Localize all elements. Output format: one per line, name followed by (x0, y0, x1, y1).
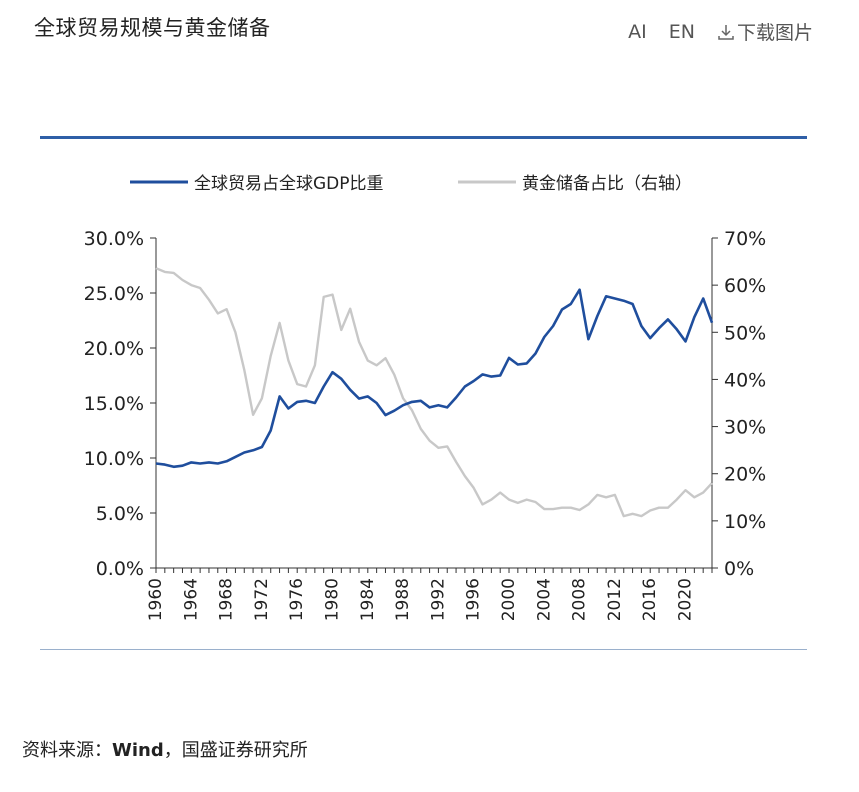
y-right-tick-label: 0% (724, 558, 754, 580)
x-tick-label: 1972 (252, 578, 272, 621)
y-right-tick-label: 70% (724, 228, 766, 250)
chart-top-rule (40, 136, 807, 139)
x-tick-label: 1976 (287, 578, 307, 621)
x-tick-label: 1964 (181, 578, 201, 621)
axes: 0.0% 5.0% 10.0% 15.0% 20.0% 25.0% 30.0% 0% 10% 20… (84, 228, 767, 621)
download-image-button[interactable]: 下载图片 (717, 18, 813, 45)
x-tick-label: 2016 (640, 578, 660, 621)
page-title: 全球贸易规模与黄金储备 (34, 16, 271, 40)
series-group (155, 267, 714, 518)
ai-button[interactable]: AI (628, 20, 647, 43)
y-right-tick-label: 40% (724, 369, 766, 391)
y-left-tick-label: 25.0% (84, 283, 144, 305)
chart-bottom-rule (40, 649, 807, 650)
y-right-tick-label: 30% (724, 417, 766, 439)
x-tick-label: 2004 (534, 578, 554, 621)
x-tick-label: 1960 (146, 578, 166, 621)
download-label: 下载图片 (736, 22, 813, 44)
source-name: Wind (112, 740, 164, 761)
y-right-tick-label: 60% (724, 275, 766, 297)
x-tick-label: 2012 (605, 578, 625, 621)
y-left-tick-label: 20.0% (84, 338, 144, 360)
source-suffix: ，国盛证券研究所 (163, 740, 308, 761)
y-left-tick-label: 10.0% (84, 448, 144, 470)
y-right-tick-label: 10% (724, 511, 766, 533)
source-note: 资料来源：Wind，国盛证券研究所 (22, 736, 308, 762)
toolbar: AI EN 下载图片 (628, 18, 813, 45)
x-tick-label: 2020 (676, 578, 696, 621)
x-tick-label: 1988 (393, 578, 413, 621)
en-button[interactable]: EN (668, 20, 695, 43)
x-tick-label: 1996 (464, 578, 484, 621)
y-left-tick-label: 0.0% (96, 558, 144, 580)
source-prefix: 资料来源： (22, 740, 112, 761)
legend-label-gold: 黄金储备占比（右轴） (522, 174, 692, 194)
y-left-tick-label: 15.0% (84, 393, 144, 415)
chart: 全球贸易占全球GDP比重 黄金储备占比（右轴） 0.0% 5.0% 10.0% 15.… (84, 174, 767, 621)
x-tick-label: 1980 (323, 578, 343, 621)
download-icon (718, 24, 734, 40)
series-line-trade (155, 288, 714, 469)
x-tick-label: 2008 (570, 578, 590, 621)
series-line-gold (155, 267, 713, 518)
y-right-tick-label: 20% (724, 464, 766, 486)
y-right-tick-label: 50% (724, 322, 766, 344)
x-tick-label: 1968 (217, 578, 237, 621)
x-tick-label: 1992 (428, 578, 448, 621)
legend-label-trade: 全球贸易占全球GDP比重 (194, 174, 384, 194)
x-tick-label: 2000 (499, 578, 519, 621)
y-left-tick-label: 5.0% (96, 503, 144, 525)
legend: 全球贸易占全球GDP比重 黄金储备占比（右轴） (130, 174, 692, 194)
x-tick-label: 1984 (358, 578, 378, 621)
y-left-tick-label: 30.0% (84, 228, 144, 250)
